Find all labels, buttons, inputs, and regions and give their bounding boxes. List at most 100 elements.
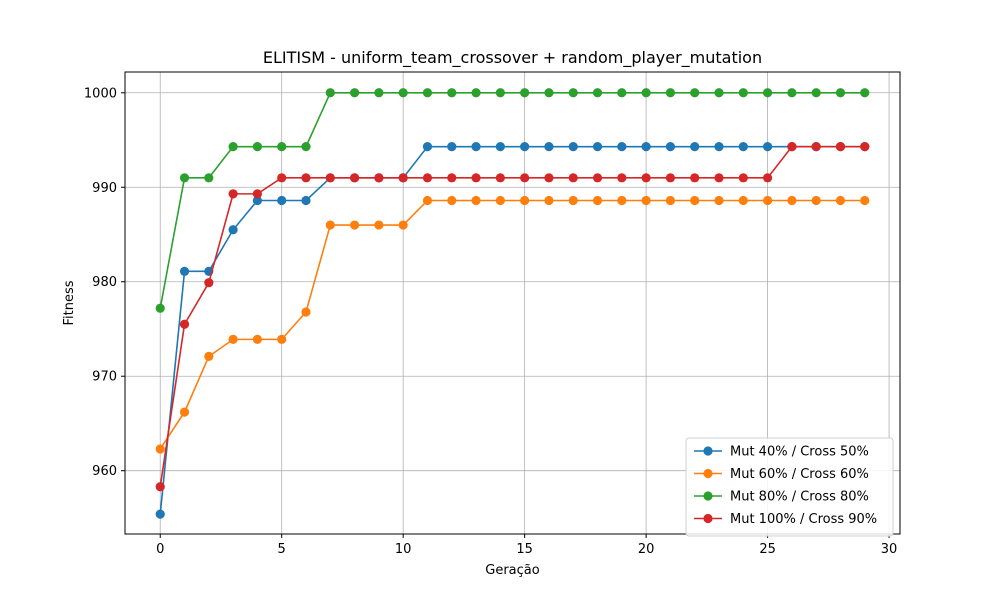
data-point <box>349 220 360 230</box>
data-point <box>811 142 821 152</box>
legend-marker <box>703 446 713 456</box>
data-point <box>520 88 530 98</box>
x-tick-label: 15 <box>516 542 533 557</box>
data-point <box>641 142 651 152</box>
chart-title: ELITISM - uniform_team_crossover + rando… <box>263 48 762 68</box>
data-point <box>277 142 287 152</box>
x-axis: 0 5 10 15 20 25 30 <box>156 534 897 557</box>
data-point <box>520 142 530 152</box>
data-point <box>325 220 335 230</box>
data-point <box>179 173 190 183</box>
data-point <box>787 142 797 152</box>
x-tick-label: 30 <box>881 542 898 557</box>
data-point <box>179 319 190 329</box>
data-point <box>204 173 214 183</box>
data-point <box>544 88 554 98</box>
data-point <box>228 225 238 235</box>
legend-label: Mut 80% / Cross 80% <box>730 490 869 505</box>
data-point <box>592 195 603 206</box>
data-point <box>204 278 214 288</box>
data-point <box>252 189 263 199</box>
data-point <box>738 195 748 206</box>
series-3 <box>155 88 870 313</box>
data-point <box>471 195 481 206</box>
data-point <box>447 195 457 206</box>
data-point <box>738 142 748 152</box>
data-point <box>641 195 651 206</box>
data-point <box>714 142 724 152</box>
data-point <box>617 142 627 152</box>
data-point <box>471 88 481 98</box>
data-point <box>374 173 384 183</box>
legend-marker <box>703 513 713 524</box>
data-point <box>447 173 457 183</box>
data-point <box>349 173 360 183</box>
data-point <box>568 142 578 152</box>
y-tick-label: 970 <box>92 370 117 385</box>
data-point <box>568 195 578 206</box>
data-point <box>398 173 408 183</box>
data-point <box>714 88 724 98</box>
data-point <box>179 407 190 417</box>
data-point <box>155 303 165 313</box>
data-point <box>277 195 287 206</box>
legend-item: Mut 80% / Cross 80% <box>694 490 869 505</box>
data-point <box>738 173 748 183</box>
data-point <box>301 173 311 183</box>
data-point <box>787 88 797 98</box>
data-point <box>252 195 263 206</box>
y-axis: 960 970 980 990 1000 <box>84 86 125 479</box>
legend-label: Mut 40% / Cross 50% <box>730 445 869 460</box>
data-point <box>690 142 700 152</box>
data-point <box>665 195 676 206</box>
data-point <box>252 334 263 344</box>
legend-item: Mut 100% / Cross 90% <box>694 512 877 527</box>
data-point <box>690 88 700 98</box>
series-group <box>155 88 870 519</box>
data-point <box>155 444 165 454</box>
data-point <box>301 307 311 317</box>
x-tick-label: 25 <box>759 542 776 557</box>
data-point <box>762 142 773 152</box>
data-point <box>714 173 724 183</box>
y-tick-label: 990 <box>92 181 117 196</box>
data-point <box>665 142 676 152</box>
y-axis-label: Fitness <box>62 280 77 325</box>
data-point <box>495 88 505 98</box>
data-point <box>690 195 700 206</box>
data-point <box>422 173 433 183</box>
legend-label: Mut 60% / Cross 60% <box>730 467 869 482</box>
data-point <box>568 88 578 98</box>
data-point <box>495 195 505 206</box>
data-point <box>204 351 214 361</box>
x-tick-label: 10 <box>395 542 412 557</box>
data-point <box>374 220 384 230</box>
data-point <box>762 173 773 183</box>
data-point <box>568 173 578 183</box>
data-point <box>520 173 530 183</box>
data-point <box>422 142 433 152</box>
data-point <box>228 189 238 199</box>
data-point <box>714 195 724 206</box>
data-point <box>835 88 846 98</box>
y-tick-label: 1000 <box>84 86 117 101</box>
series-2 <box>155 195 870 454</box>
data-point <box>690 173 700 183</box>
data-point <box>520 195 530 206</box>
legend-item: Mut 40% / Cross 50% <box>694 445 869 460</box>
data-point <box>665 173 676 183</box>
data-point <box>179 266 190 276</box>
data-point <box>301 142 311 152</box>
legend-marker <box>703 491 713 501</box>
data-point <box>325 173 335 183</box>
data-point <box>617 195 627 206</box>
x-tick-label: 20 <box>638 542 655 557</box>
legend-box <box>685 437 894 537</box>
data-point <box>155 482 165 492</box>
data-point <box>325 88 335 98</box>
data-point <box>811 195 821 206</box>
data-point <box>811 88 821 98</box>
x-tick-label: 5 <box>278 542 286 557</box>
data-point <box>592 142 603 152</box>
x-axis-label: Geração <box>485 563 539 578</box>
